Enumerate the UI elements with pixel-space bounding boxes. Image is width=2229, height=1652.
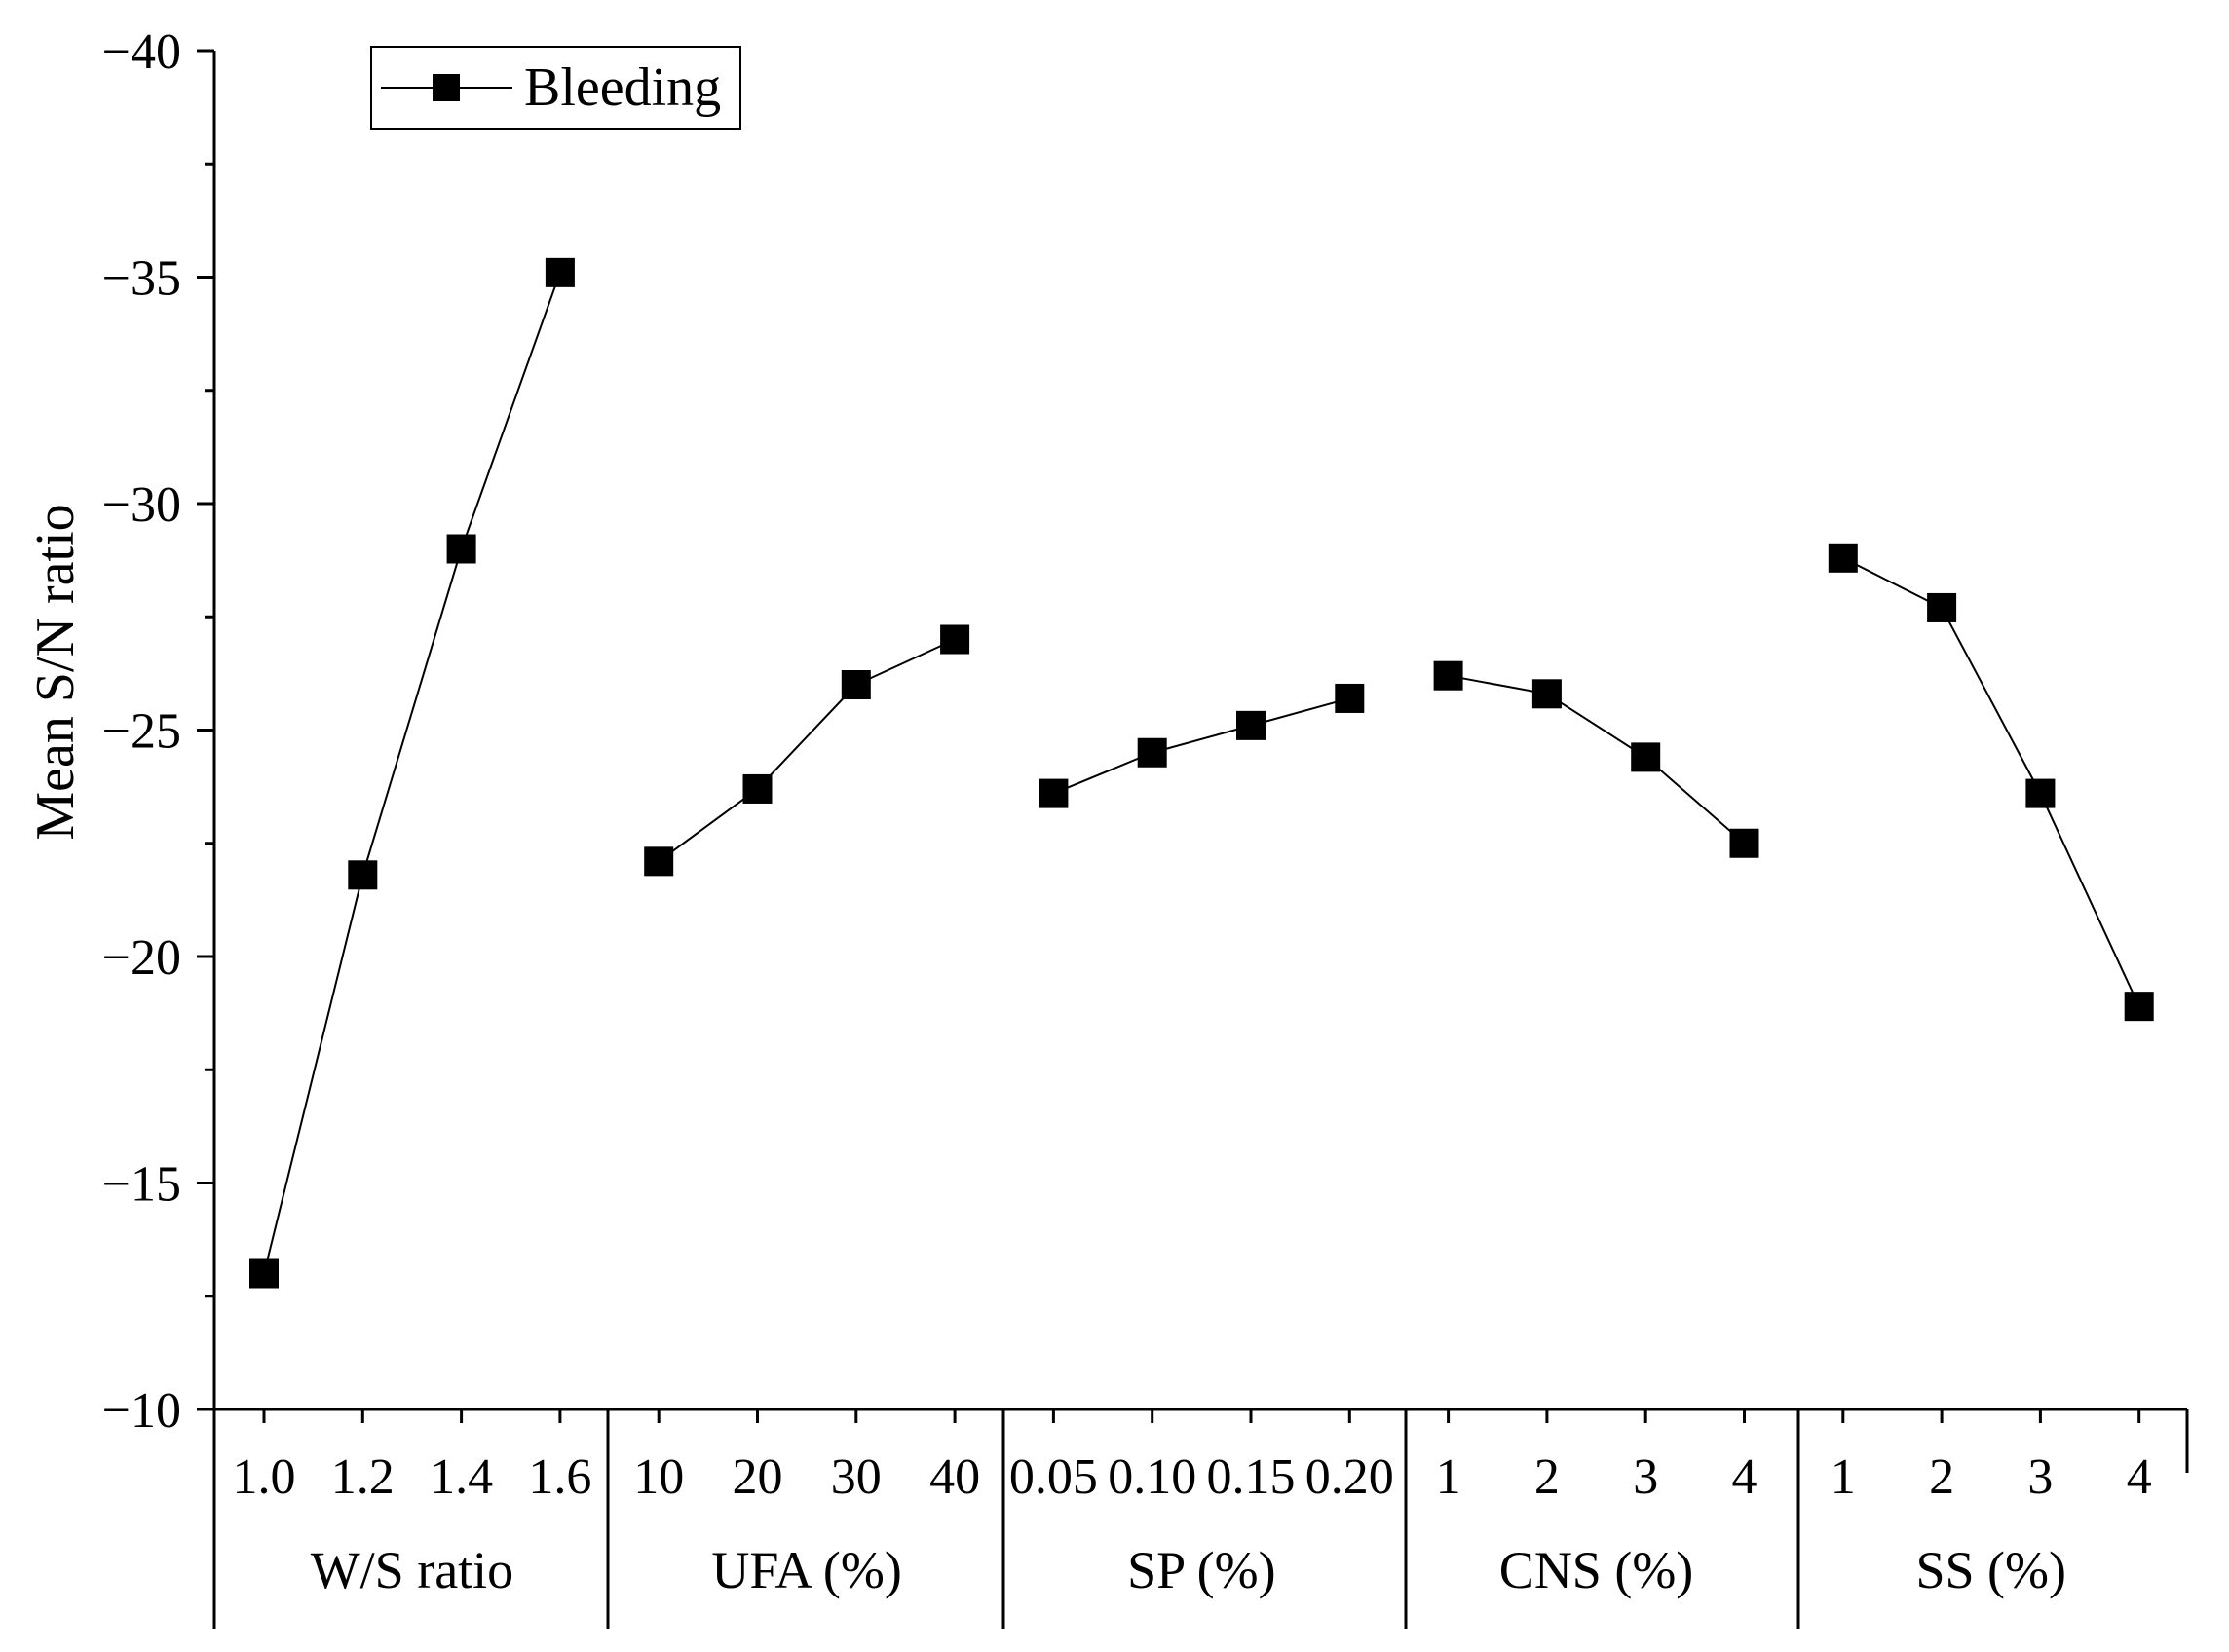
data-point: [446, 534, 476, 564]
data-point: [1137, 737, 1167, 768]
data-point: [2124, 992, 2154, 1022]
data-point: [249, 1258, 279, 1289]
x-category-label: 1: [1436, 1449, 1461, 1505]
x-category-label: 0.10: [1108, 1449, 1196, 1505]
series-line: [263, 272, 561, 1274]
legend-label: Bleeding: [524, 57, 721, 118]
x-category-label: 3: [2027, 1449, 2053, 1505]
y-axis-title: Mean S/N ratio: [25, 504, 86, 840]
group-label: W/S ratio: [311, 1541, 513, 1599]
data-point: [1729, 828, 1759, 858]
data-point: [742, 773, 773, 804]
x-category-label: 4: [2127, 1449, 2152, 1505]
data-point: [1631, 742, 1661, 772]
y-tick-label: −30: [102, 477, 181, 533]
data-point: [644, 846, 674, 877]
y-tick-label: −20: [102, 930, 181, 986]
x-category-label: 1.0: [233, 1449, 296, 1505]
x-category-label: 0.20: [1305, 1449, 1394, 1505]
x-category-label: 3: [1633, 1449, 1658, 1505]
data-point: [1039, 778, 1069, 808]
data-point: [841, 670, 871, 699]
x-category-label: 10: [633, 1449, 684, 1505]
x-category-label: 1.6: [528, 1449, 591, 1505]
series-lines: [263, 272, 2140, 1274]
series-line: [658, 638, 956, 863]
y-tick-label: −15: [102, 1157, 181, 1213]
series-markers: [249, 257, 2154, 1289]
legend-marker: [433, 74, 460, 101]
x-category-label: 4: [1732, 1449, 1757, 1505]
series-line: [1842, 556, 2140, 1007]
y-tick-label: −25: [102, 704, 181, 760]
group-label: CNS (%): [1499, 1541, 1694, 1599]
group-label: SS (%): [1915, 1541, 2066, 1599]
x-category-label: 40: [929, 1449, 980, 1505]
data-point: [940, 624, 970, 655]
series-line: [1448, 674, 1746, 845]
x-category-label: 20: [733, 1449, 783, 1505]
x-category-label: 0.05: [1009, 1449, 1098, 1505]
x-category-label: 1: [1831, 1449, 1856, 1505]
data-point: [1828, 543, 1858, 573]
axes: −40 −35 −30 −25 −20 −15 −10 1.0 1.2 1.4 1.6 W/S rat…: [102, 24, 2189, 1629]
series-line: [1053, 696, 1350, 795]
data-point: [1927, 592, 1957, 622]
data-point: [1531, 679, 1562, 709]
data-point: [1335, 683, 1365, 713]
x-category-label: 30: [831, 1449, 882, 1505]
group-label: UFA (%): [711, 1541, 902, 1599]
group-label: SP (%): [1127, 1541, 1276, 1599]
data-point: [348, 860, 378, 890]
legend: Bleeding: [370, 46, 741, 130]
y-tick-label: −40: [102, 24, 181, 80]
data-point: [1236, 710, 1266, 740]
x-category-label: 2: [1534, 1449, 1560, 1505]
data-point: [2025, 778, 2056, 808]
x-category-label: 2: [1929, 1449, 1954, 1505]
x-category-label: 0.15: [1207, 1449, 1296, 1505]
x-category-label: 1.2: [331, 1449, 395, 1505]
data-point: [545, 257, 575, 287]
y-tick-label: −35: [102, 251, 181, 307]
y-tick-label: −10: [102, 1383, 181, 1439]
data-point: [1433, 660, 1463, 691]
x-category-label: 1.4: [430, 1449, 493, 1505]
